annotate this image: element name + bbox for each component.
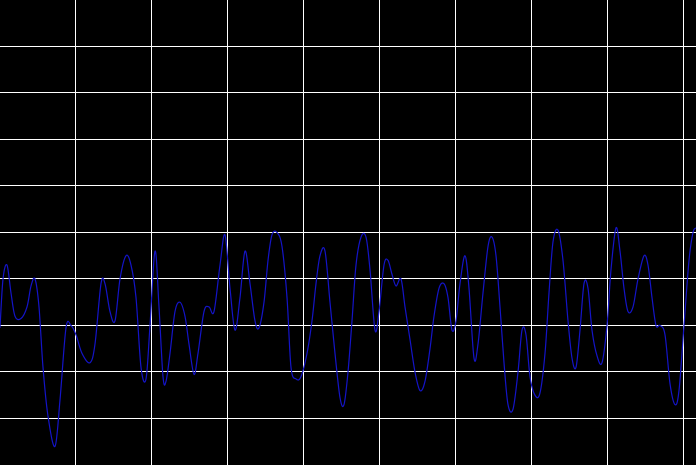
signal-trace-0 <box>0 226 696 448</box>
traces <box>0 226 696 448</box>
